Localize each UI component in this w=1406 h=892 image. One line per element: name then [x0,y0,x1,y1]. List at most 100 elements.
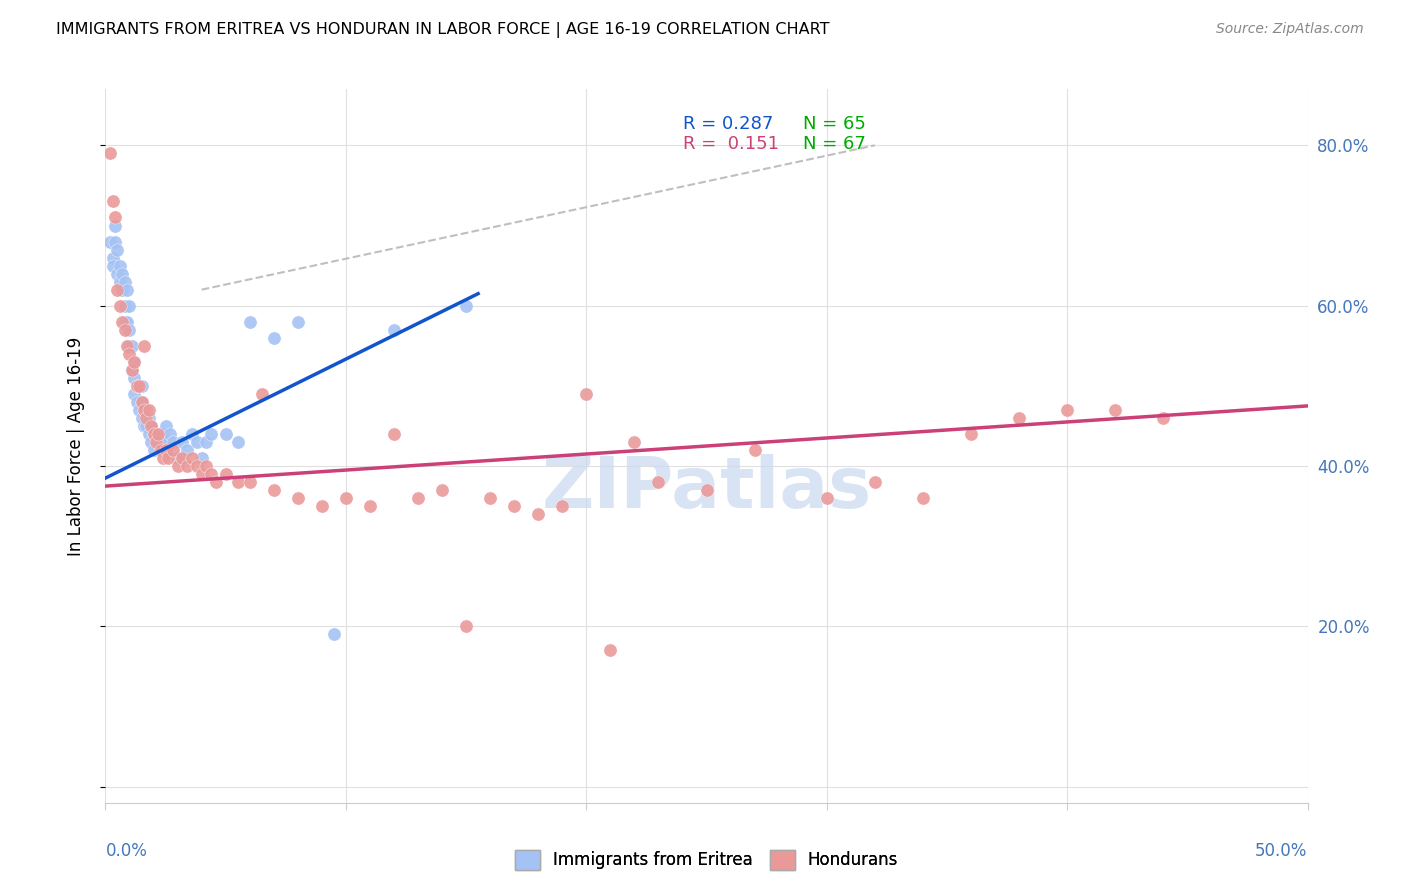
Point [135,403,157,417]
Point [382,323,405,337]
Point [132,419,155,434]
Point [172,435,194,450]
Point [214,427,236,442]
Point [159,427,181,442]
Point [148,435,170,450]
Point [200,427,222,442]
Point [139,419,162,434]
Point [551,499,574,513]
Text: 0.0%: 0.0% [105,842,148,860]
Point [335,491,357,505]
Point [155,442,177,457]
Point [131,411,153,425]
Text: 50.0%: 50.0% [1256,842,1308,860]
Point [131,395,153,409]
Point [575,387,598,401]
Point [152,450,174,465]
Point [139,419,162,434]
Point [107,283,129,297]
Point [114,299,136,313]
Point [104,211,127,225]
Point [125,379,148,393]
Point [115,283,138,297]
Point [128,379,150,393]
Point [176,442,198,457]
Text: ZIPatlas: ZIPatlas [541,454,872,524]
Point [190,450,212,465]
Point [696,483,718,497]
Point [98,146,121,161]
Point [138,403,160,417]
Point [132,403,155,417]
Point [104,235,127,249]
Point [111,315,134,329]
Point [111,283,134,297]
Point [121,339,143,353]
Point [195,435,218,450]
Point [226,475,249,489]
Point [149,442,172,457]
Point [124,355,146,369]
Point [454,619,477,633]
Point [142,442,165,457]
Point [186,458,208,473]
Point [118,347,141,361]
Point [138,427,160,442]
Point [162,442,184,457]
Point [131,379,153,393]
Point [195,458,218,473]
Point [190,467,212,481]
Point [145,435,167,450]
Point [114,315,136,329]
Point [599,643,621,657]
Point [623,435,645,450]
Point [156,450,179,465]
Point [142,427,165,442]
Point [239,315,262,329]
Point [128,403,150,417]
Point [181,450,204,465]
Point [155,419,177,434]
Text: IMMIGRANTS FROM ERITREA VS HONDURAN IN LABOR FORCE | AGE 16-19 CORRELATION CHART: IMMIGRANTS FROM ERITREA VS HONDURAN IN L… [56,22,830,38]
Point [118,323,141,337]
Point [104,219,127,233]
Point [125,395,148,409]
Point [406,491,429,505]
Point [430,483,453,497]
Point [527,507,550,521]
Point [124,355,146,369]
Point [156,435,179,450]
Point [479,491,502,505]
Point [311,499,333,513]
Point [214,467,236,481]
Point [250,387,273,401]
Text: Source: ZipAtlas.com: Source: ZipAtlas.com [1216,22,1364,37]
Point [135,419,157,434]
Point [101,259,124,273]
Point [152,427,174,442]
Point [111,267,134,281]
Point [503,499,526,513]
Point [647,475,669,489]
Point [108,275,131,289]
Point [108,299,131,313]
Point [815,491,838,505]
Point [124,371,146,385]
Point [128,379,150,393]
Text: R =  0.151: R = 0.151 [683,135,779,153]
Point [162,435,184,450]
Point [181,427,204,442]
Point [176,458,198,473]
Point [135,411,157,425]
Point [121,363,143,377]
Point [101,251,124,265]
Point [1008,411,1031,425]
Point [239,475,262,489]
Point [454,299,477,313]
Point [121,363,143,377]
Point [118,299,141,313]
Point [107,267,129,281]
Point [118,339,141,353]
Point [263,483,285,497]
Point [1104,403,1126,417]
